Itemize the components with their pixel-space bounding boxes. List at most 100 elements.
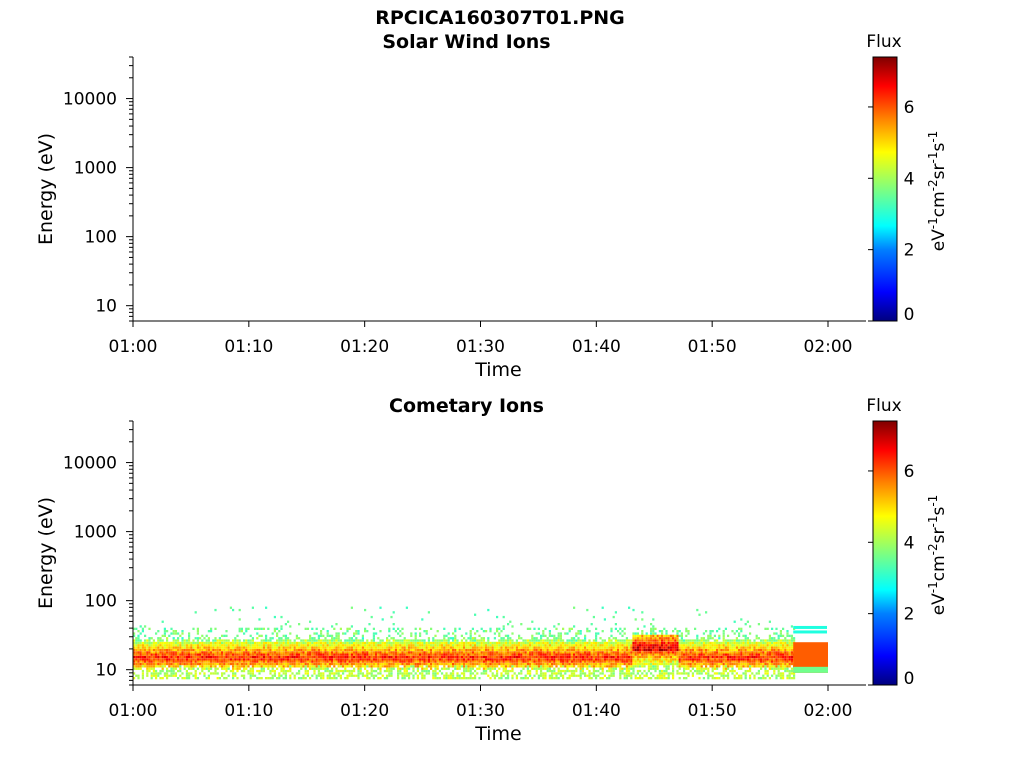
heatmap-cell	[518, 662, 521, 666]
heatmap-cell	[192, 641, 195, 645]
heatmap-cell	[720, 655, 723, 659]
heatmap-cell	[621, 639, 624, 642]
heatmap-cell	[705, 641, 708, 645]
heatmap-cell	[773, 644, 776, 647]
heatmap-cell	[355, 644, 358, 647]
heatmap-cell	[379, 660, 382, 663]
heatmap-cell	[696, 660, 699, 663]
heatmap-cell	[753, 662, 756, 666]
heatmap-cell	[672, 639, 675, 642]
heatmap-cell	[634, 653, 637, 656]
heatmap-cell	[667, 665, 670, 668]
x-tick-label: 01:00	[109, 337, 158, 357]
heatmap-cell	[161, 653, 164, 656]
heatmap-cell	[419, 665, 422, 668]
heatmap-cell	[401, 677, 404, 680]
heatmap-cell	[212, 665, 215, 668]
heatmap-cell	[249, 658, 252, 661]
heatmap-cell	[280, 667, 283, 670]
heatmap-cell	[218, 641, 221, 645]
heatmap-cell	[260, 660, 263, 663]
heatmap-cell	[218, 644, 221, 647]
heatmap-cell	[295, 660, 298, 663]
heatmap-cell	[667, 646, 670, 649]
heatmap-cell	[157, 630, 160, 633]
heatmap-cell	[350, 639, 353, 642]
heatmap-cell	[573, 658, 576, 661]
heatmap-cell	[685, 634, 688, 637]
heatmap-cell	[634, 677, 637, 680]
heatmap-cell	[491, 655, 494, 659]
heatmap-cell	[689, 669, 692, 673]
heatmap-cell	[526, 641, 529, 645]
heatmap-cell	[269, 641, 272, 645]
heatmap-cell	[733, 641, 736, 645]
heatmap-cell	[762, 646, 765, 649]
heatmap-cell	[755, 648, 758, 652]
heatmap-cell	[139, 641, 142, 645]
heatmap-cell	[654, 653, 657, 656]
heatmap-cell	[588, 644, 591, 647]
heatmap-cell	[383, 655, 386, 659]
heatmap-cell	[595, 639, 598, 642]
heatmap-cell	[205, 662, 208, 666]
heatmap-cell	[381, 665, 384, 668]
heatmap-cell	[507, 637, 510, 640]
y-tick-label: 10	[95, 297, 117, 317]
heatmap-cell	[414, 660, 417, 663]
heatmap-cell	[298, 658, 301, 661]
heatmap-cell	[590, 662, 593, 666]
heatmap-cell	[372, 660, 375, 663]
heatmap-cell	[306, 660, 309, 663]
heatmap-cell	[188, 644, 191, 647]
heatmap-cell	[201, 641, 204, 645]
heatmap-cell	[238, 648, 241, 652]
heatmap-cell	[504, 667, 507, 670]
heatmap-cell	[370, 651, 373, 654]
heatmap-cell	[441, 648, 444, 652]
heatmap-cell	[375, 665, 378, 668]
heatmap-cell	[489, 667, 492, 670]
heatmap-cell	[350, 648, 353, 652]
heatmap-cell	[548, 662, 551, 666]
heatmap-cell	[790, 646, 793, 649]
heatmap-cell	[755, 660, 758, 663]
heatmap-cell	[364, 667, 367, 670]
heatmap-cell	[203, 651, 206, 654]
heatmap-cell	[711, 648, 714, 652]
heatmap-cell	[753, 648, 756, 652]
heatmap-cell	[606, 651, 609, 654]
heatmap-cell	[287, 648, 290, 652]
heatmap-cell	[493, 646, 496, 649]
heatmap-cell	[434, 667, 437, 670]
heatmap-cell	[304, 648, 307, 652]
heatmap-cell	[276, 662, 279, 666]
heatmap-cell	[652, 667, 655, 670]
heatmap-cell	[698, 665, 701, 668]
heatmap-cell	[379, 641, 382, 645]
heatmap-cell	[790, 637, 793, 640]
heatmap-cell	[696, 665, 699, 668]
heatmap-cell	[405, 646, 408, 649]
heatmap-cell	[416, 658, 419, 661]
heatmap-cell	[680, 644, 683, 647]
heatmap-cell	[320, 658, 323, 661]
heatmap-cell	[317, 651, 320, 654]
heatmap-cell	[456, 655, 459, 659]
heatmap-cell	[551, 653, 554, 656]
heatmap-cell	[674, 651, 677, 654]
heatmap-cell	[702, 632, 705, 635]
heatmap-cell	[366, 672, 369, 675]
heatmap-cell	[408, 658, 411, 661]
heatmap-cell	[691, 644, 694, 647]
heatmap-cell	[295, 665, 298, 668]
heatmap-cell	[568, 669, 571, 673]
heatmap-cell	[533, 665, 536, 668]
heatmap-cell	[650, 655, 653, 659]
heatmap-cell	[636, 637, 639, 640]
heatmap-cell	[691, 651, 694, 654]
colorbar-label-part: -1	[926, 217, 940, 229]
heatmap-cell	[403, 662, 406, 666]
heatmap-cell	[480, 672, 483, 675]
heatmap-cell	[320, 639, 323, 642]
